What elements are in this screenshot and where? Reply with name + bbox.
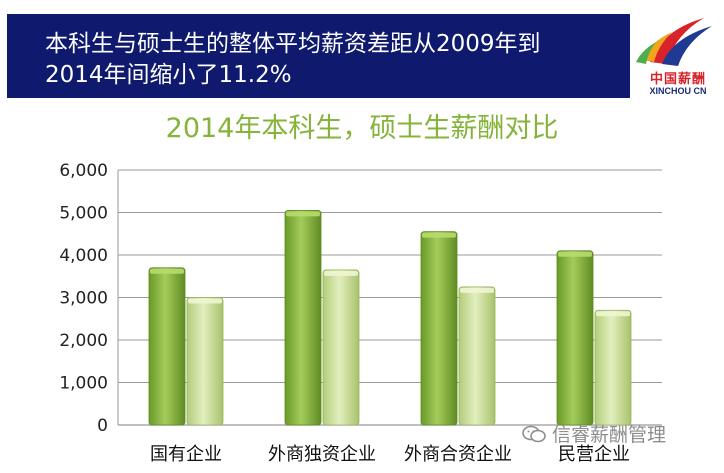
- y-tick-label: 4,000: [59, 246, 108, 266]
- bar-top-bevel: [286, 211, 320, 217]
- bar-series-1-1: [284, 209, 322, 426]
- y-tick-label: 1,000: [59, 374, 108, 394]
- brand-logo: 中国薪酬 XINCHOU CN: [632, 12, 722, 100]
- watermark-text: 信睿薪酬管理: [552, 424, 667, 446]
- chart-title: 2014年本科生，硕士生薪酬对比: [165, 113, 559, 144]
- watermark: 信睿薪酬管理: [522, 420, 666, 447]
- y-tick-label: 2,000: [59, 331, 108, 351]
- wechat-icon: [522, 425, 546, 443]
- y-tick-label: 5,000: [59, 204, 108, 224]
- banner-headline-line2: 2014年间缩小了11.2%: [45, 62, 292, 88]
- y-tick-label: 6,000: [59, 161, 108, 181]
- bar-top-bevel: [188, 298, 222, 304]
- x-tick-label: 外商独资企业: [268, 444, 376, 465]
- bar-series-1-3: [556, 250, 594, 426]
- x-tick-label: 外商合资企业: [404, 444, 512, 465]
- logo-text-en: XINCHOU CN: [649, 86, 707, 96]
- bar-series-1-0: [148, 267, 186, 426]
- y-tick-label: 0: [97, 416, 108, 436]
- bar-top-bevel: [558, 251, 592, 257]
- y-tick-label: 3,000: [59, 289, 108, 309]
- x-tick-label: 国有企业: [150, 444, 222, 465]
- x-tick-label: 民营企业: [558, 444, 630, 465]
- bar-series-2-0: [186, 297, 224, 426]
- logo-text-cn: 中国薪酬: [649, 72, 706, 87]
- bar-top-bevel: [150, 268, 184, 274]
- bar-series-2-3: [594, 309, 632, 426]
- bar-top-bevel: [596, 311, 630, 317]
- bar-top-bevel: [422, 232, 456, 238]
- logo-swoosh-icon: [636, 18, 712, 66]
- bar-top-bevel: [324, 270, 358, 276]
- bar-series-2-2: [458, 286, 496, 426]
- header-banner: 本科生与硕士生的整体平均薪资差距从2009年到 2014年间缩小了11.2%: [7, 14, 630, 98]
- bar-series-1-2: [420, 231, 458, 426]
- banner-headline-line1: 本科生与硕士生的整体平均薪资差距从2009年到: [45, 31, 541, 57]
- bar-top-bevel: [460, 287, 494, 293]
- bar-series-2-1: [322, 269, 360, 426]
